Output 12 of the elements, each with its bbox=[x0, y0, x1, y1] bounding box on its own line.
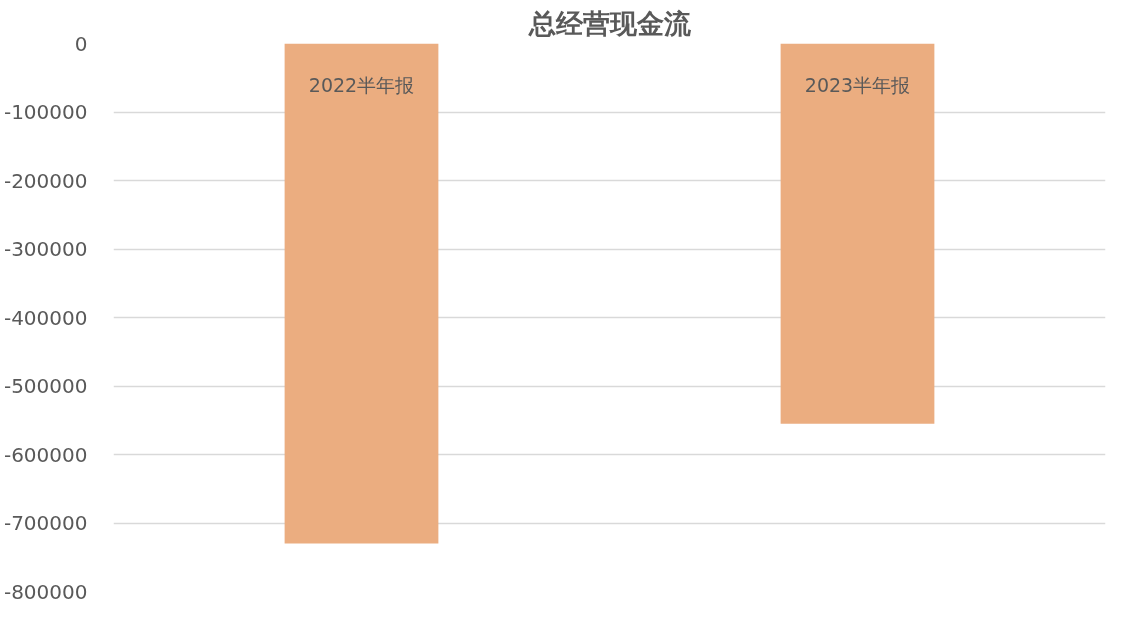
chart-title: 总经营现金流 bbox=[527, 7, 692, 39]
y-tick-label: -400000 bbox=[3, 305, 88, 330]
y-tick-label: -700000 bbox=[3, 511, 88, 535]
y-tick-label: -100000 bbox=[3, 100, 88, 124]
y-tick-label: -200000 bbox=[3, 168, 88, 193]
y-tick-label: -500000 bbox=[3, 374, 88, 398]
y-tick-label: 0 bbox=[74, 31, 88, 56]
x-tick-label: 2023半年报 bbox=[804, 73, 911, 96]
y-tick-label: -600000 bbox=[3, 442, 88, 467]
y-tick-label: -300000 bbox=[3, 237, 88, 261]
y-tick-label: -800000 bbox=[3, 579, 88, 604]
x-tick-label: 2022半年报 bbox=[308, 73, 415, 96]
